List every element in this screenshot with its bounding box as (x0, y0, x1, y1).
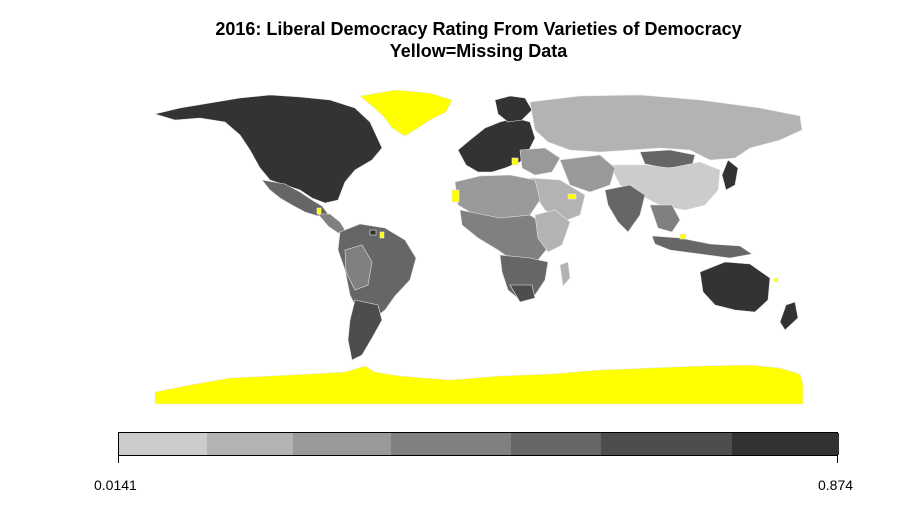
legend-tick-min (118, 456, 119, 463)
world-map (153, 89, 804, 405)
color-legend-bar (118, 432, 839, 456)
region-venezuela-dark (369, 229, 377, 236)
region-india (604, 184, 646, 233)
region-russia (529, 94, 803, 161)
region-pacific-missing (773, 277, 779, 283)
title-line-1: 2016: Liberal Democracy Rating From Vari… (215, 19, 742, 39)
legend-tick-max (837, 456, 838, 463)
title-line-2: Yellow=Missing Data (389, 41, 568, 61)
region-sea-missing (679, 233, 687, 240)
legend-segment-4 (391, 433, 511, 455)
region-southeast-asia (649, 204, 681, 233)
region-africa-east (534, 209, 571, 253)
region-guyana-missing (379, 231, 385, 239)
region-caribbean-missing (316, 207, 322, 215)
region-south-africa (509, 284, 536, 303)
region-greenland (359, 89, 453, 137)
region-antarctica (154, 364, 804, 405)
region-serbia-missing (511, 157, 519, 166)
legend-segment-6 (601, 433, 732, 455)
region-madagascar (559, 261, 571, 287)
region-central-america (317, 213, 347, 234)
legend-min-label: 0.0141 (94, 477, 137, 493)
region-central-asia (559, 154, 616, 193)
region-new-zealand (779, 301, 799, 331)
legend-segment-1 (119, 433, 207, 455)
region-scandinavia (494, 95, 533, 123)
legend-max-label: 0.874 (818, 477, 854, 493)
region-south-america-central (344, 244, 373, 291)
legend-segment-3 (293, 433, 391, 455)
region-south-america-south (347, 299, 383, 361)
region-indonesia (651, 235, 753, 259)
legend-segment-2 (207, 433, 293, 455)
region-western-sahara-missing (451, 189, 460, 203)
map-title: 2016: Liberal Democracy Rating From Vari… (0, 18, 919, 62)
region-australia (699, 261, 771, 313)
region-north-america (153, 94, 383, 204)
region-africa-north (454, 174, 541, 221)
legend-segment-5 (511, 433, 601, 455)
region-yemen-missing (567, 193, 577, 200)
region-europe-east (519, 147, 561, 176)
region-japan (721, 159, 739, 191)
legend-segment-7 (732, 433, 839, 455)
